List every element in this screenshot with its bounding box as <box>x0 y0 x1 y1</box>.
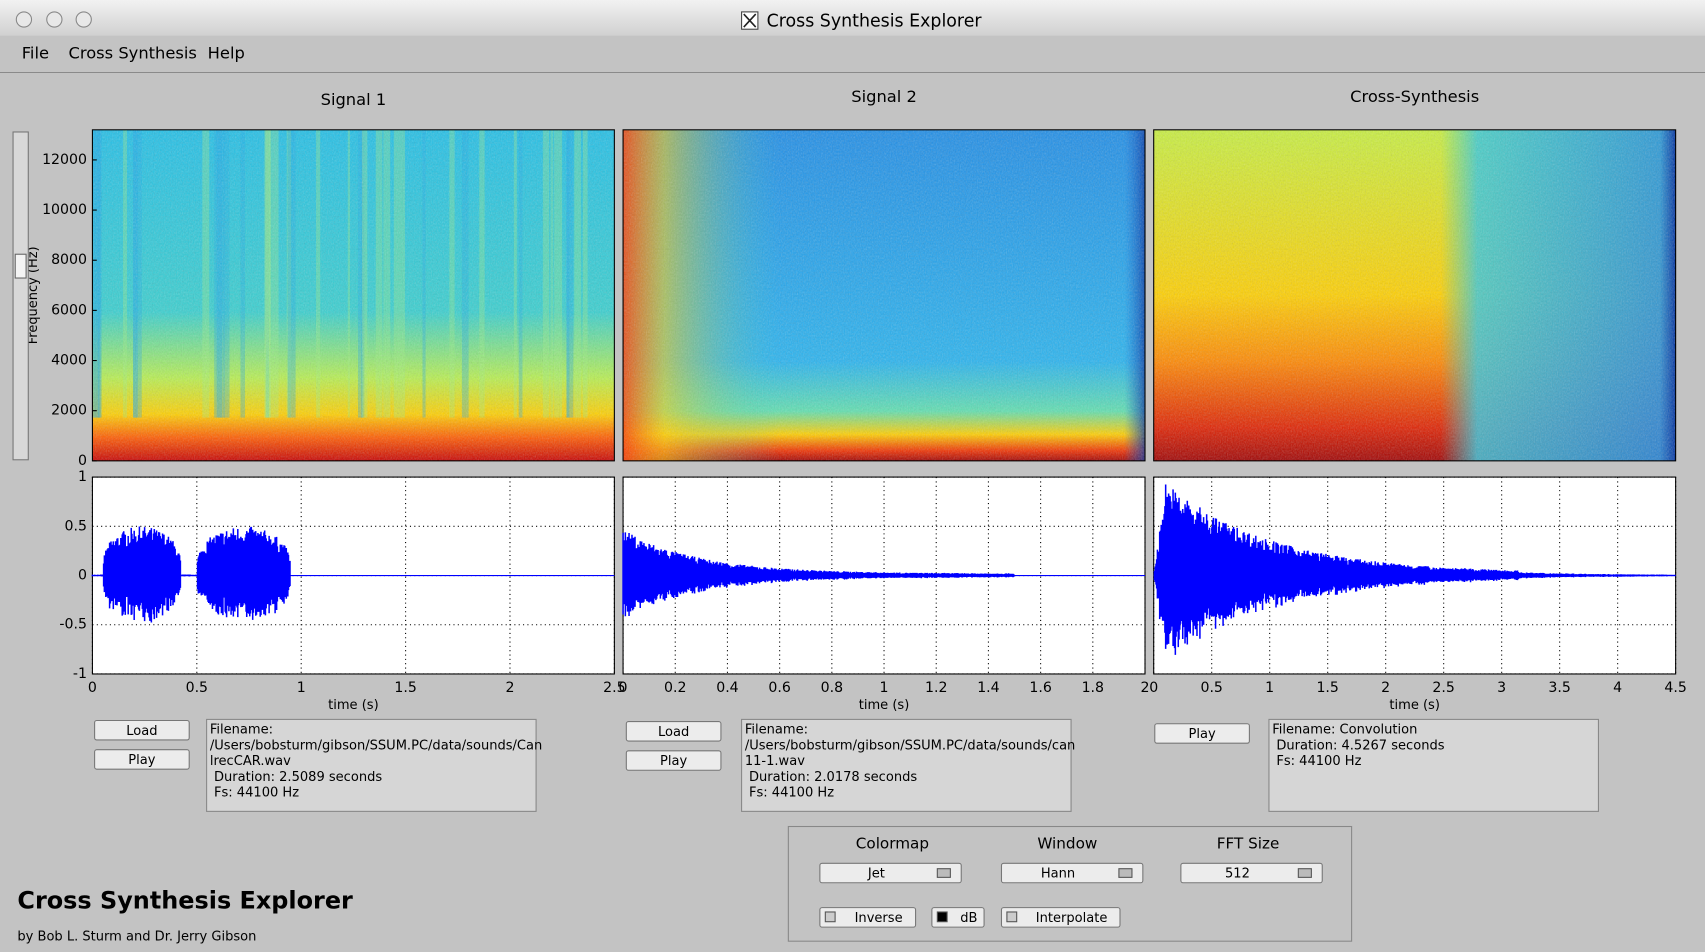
popup-value: 512 <box>1225 867 1250 882</box>
menu-item[interactable]: Help <box>208 44 245 63</box>
x-axis-label: time (s) <box>328 698 379 713</box>
popup-arrow <box>937 869 950 878</box>
slider-thumb[interactable] <box>15 254 26 278</box>
x-tick-label: 0 <box>88 680 97 696</box>
popup-arrow <box>1298 869 1311 878</box>
app-window: Cross Synthesis Explorer File Cross Synt… <box>0 0 1705 952</box>
button-label: Load <box>658 725 689 740</box>
y-tick-label: 0.5 <box>65 518 87 534</box>
y-tick-label: 1 <box>78 469 87 485</box>
panel-title: Signal 2 <box>851 87 917 106</box>
info-line: Duration: 2.5089 seconds <box>210 770 383 785</box>
x-tick-label: 1.5 <box>1316 680 1338 696</box>
x-tick-label: 1 <box>297 680 306 696</box>
x-tick-label: 0.5 <box>1200 680 1222 696</box>
credit: by Bob L. Sturm and Dr. Jerry Gibson <box>17 929 256 944</box>
y-tick-label: -0.5 <box>59 617 87 633</box>
panel-title: Cross-Synthesis <box>1350 87 1479 106</box>
info-line: Fs: 44100 Hz <box>210 785 299 800</box>
spectrogram-texture <box>1154 130 1676 461</box>
info-line: Filename: Convolution <box>1272 723 1417 738</box>
y-tick-label: 12000 <box>42 152 87 168</box>
menu-item[interactable]: Cross Synthesis <box>69 44 197 63</box>
x-tick-label: 3.5 <box>1548 680 1570 696</box>
popup-arrow <box>1119 869 1132 878</box>
x-tick-label: 0.8 <box>821 680 843 696</box>
x-tick-label: 1.5 <box>394 680 416 696</box>
zoom-button[interactable] <box>76 12 91 27</box>
info-line: Filename: <box>210 723 273 738</box>
x-tick-label: 1 <box>880 680 889 696</box>
x-tick-label: 1.8 <box>1082 680 1104 696</box>
button-label: Play <box>660 754 687 769</box>
x-tick-label: 2 <box>505 680 514 696</box>
minimize-button[interactable] <box>47 12 62 27</box>
control-label: Window <box>1037 834 1097 852</box>
y-tick-label: 2000 <box>51 403 87 419</box>
x-tick-label: 1.4 <box>977 680 999 696</box>
x-tick-label: 3 <box>1497 680 1506 696</box>
checkbox-label: Inverse <box>855 911 903 926</box>
info-line: Duration: 2.0178 seconds <box>745 770 918 785</box>
menu-item[interactable]: File <box>22 44 49 63</box>
y-tick-label: 0 <box>78 453 87 469</box>
x-tick-label: 0 <box>1149 680 1158 696</box>
y-tick-label: 6000 <box>51 302 87 318</box>
checkbox-label: dB <box>960 911 977 926</box>
panel-title: Signal 1 <box>321 90 387 109</box>
spectrogram-texture <box>92 130 614 461</box>
button-label: Play <box>128 753 155 768</box>
checkbox-indicator <box>937 912 947 922</box>
info-line: Fs: 44100 Hz <box>745 785 834 800</box>
x-axis-label: time (s) <box>859 698 910 713</box>
button-label: Play <box>1188 727 1215 742</box>
info-line: lrecCAR.wav <box>210 754 291 769</box>
window-title: Cross Synthesis Explorer <box>767 12 983 32</box>
y-tick-label: 0 <box>78 568 87 584</box>
checkbox-indicator <box>825 912 835 922</box>
y-tick-label: 4000 <box>51 353 87 369</box>
x-tick-label: 2 <box>1141 680 1150 696</box>
app-title: Cross Synthesis Explorer <box>17 887 353 915</box>
y-tick-label: 8000 <box>51 252 87 268</box>
page: Cross Synthesis Explorer File Cross Synt… <box>0 0 1705 952</box>
x-tick-label: 4 <box>1613 680 1622 696</box>
popup-value: Jet <box>867 867 885 882</box>
x-tick-label: 0.2 <box>664 680 686 696</box>
x-axis-label: time (s) <box>1389 698 1440 713</box>
y-tick-label: -1 <box>73 666 87 682</box>
info-line: Filename: <box>745 723 808 738</box>
x-tick-label: 2 <box>1381 680 1390 696</box>
x-tick-label: 4.5 <box>1664 680 1686 696</box>
info-line: Duration: 4.5267 seconds <box>1272 738 1445 753</box>
control-label: FFT Size <box>1217 834 1280 852</box>
y-tick-label: 10000 <box>42 202 87 218</box>
x-tick-label: 1 <box>1265 680 1274 696</box>
info-line: Fs: 44100 Hz <box>1272 754 1361 769</box>
x-tick-label: 0.4 <box>716 680 738 696</box>
info-line: 11-1.wav <box>745 754 805 769</box>
checkbox-label: Interpolate <box>1036 911 1108 926</box>
popup-value: Hann <box>1041 867 1075 882</box>
x-tick-label: 2.5 <box>1432 680 1454 696</box>
close-button[interactable] <box>16 12 31 27</box>
x-tick-label: 1.6 <box>1029 680 1051 696</box>
checkbox-indicator <box>1007 912 1017 922</box>
x-tick-label: 1.2 <box>925 680 947 696</box>
info-line: /Users/bobsturm/gibson/SSUM.PC/data/soun… <box>210 738 542 753</box>
x-tick-label: 0.5 <box>186 680 208 696</box>
spectrogram-texture <box>623 130 1145 461</box>
info-line: /Users/bobsturm/gibson/SSUM.PC/data/soun… <box>745 738 1075 753</box>
button-label: Load <box>126 724 157 739</box>
control-label: Colormap <box>856 834 929 852</box>
x-tick-label: 0 <box>619 680 628 696</box>
x-tick-label: 0.6 <box>768 680 790 696</box>
frequency-slider[interactable] <box>13 132 28 460</box>
